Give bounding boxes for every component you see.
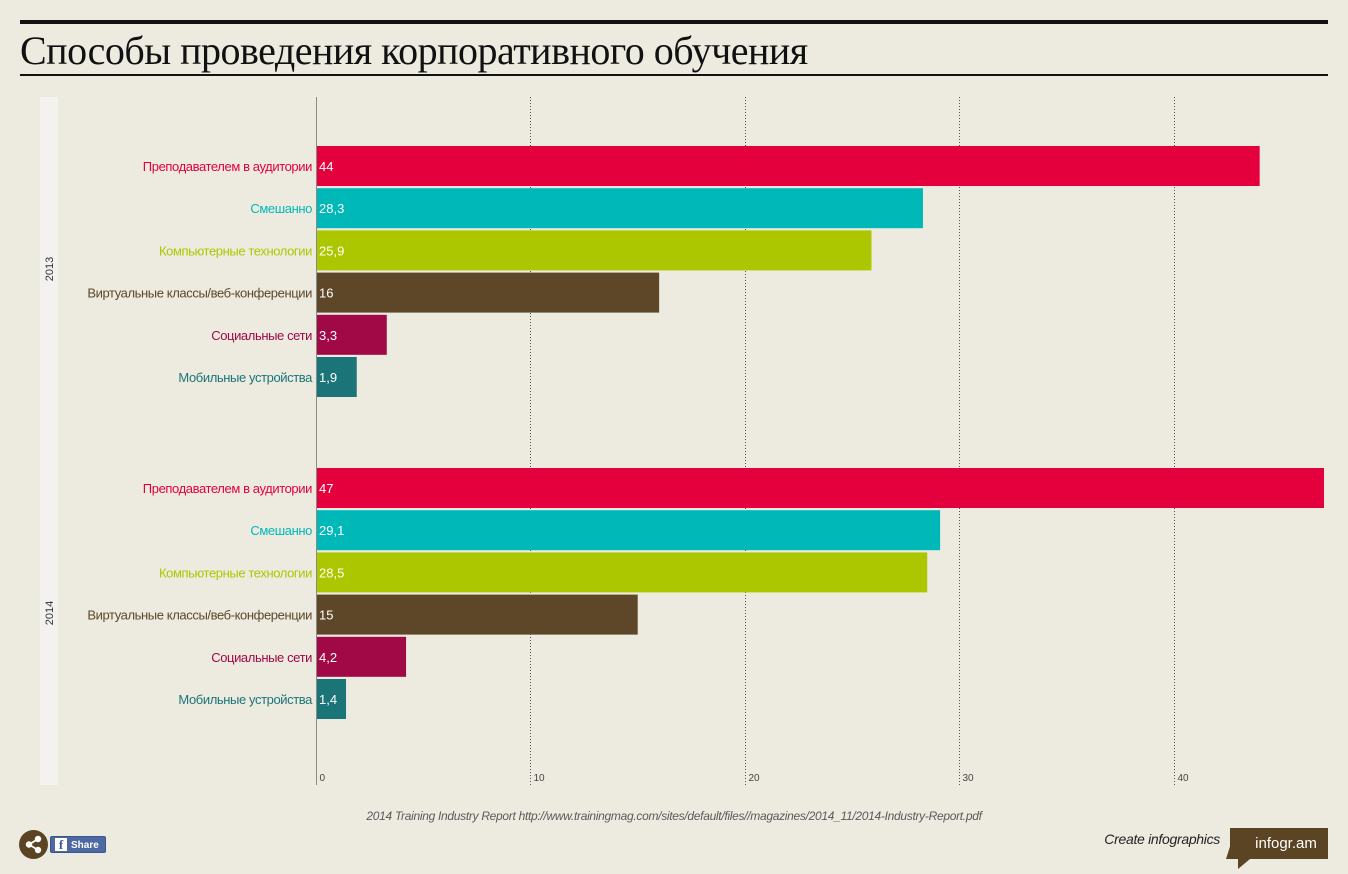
x-tick-label: 10 — [534, 773, 546, 784]
top-rule — [20, 20, 1328, 24]
share-button[interactable] — [19, 830, 48, 859]
bar — [316, 272, 660, 313]
group-label: 2014 — [44, 601, 56, 625]
bar — [316, 636, 407, 677]
x-tick-label: 20 — [749, 773, 761, 784]
data-label: 47 — [319, 481, 333, 496]
group-band — [40, 97, 58, 441]
category-label: Мобильные устройства — [178, 692, 313, 707]
data-label: 4,2 — [319, 650, 337, 665]
bar — [316, 188, 923, 229]
category-label: Социальные сети — [211, 328, 312, 343]
infogram-brand-link[interactable]: infogr.am — [1230, 828, 1328, 859]
bar — [316, 230, 872, 271]
bar — [316, 594, 638, 635]
page-title: Способы проведения корпоративного обучен… — [20, 28, 808, 73]
category-label: Компьютерные технологии — [159, 243, 312, 258]
category-label: Смешанно — [250, 201, 312, 216]
facebook-icon: f — [55, 837, 67, 851]
group-label: 2013 — [44, 257, 56, 281]
x-tick-label: 0 — [320, 773, 326, 784]
category-label: Преподавателем в аудитории — [143, 159, 312, 174]
bar — [316, 357, 357, 397]
category-label: Преподавателем в аудитории — [143, 481, 312, 496]
x-tick-label: 40 — [1178, 773, 1190, 784]
category-label: Мобильные устройства — [178, 370, 313, 385]
data-label: 28,3 — [319, 201, 344, 216]
data-label: 44 — [319, 159, 333, 174]
group-band — [40, 441, 58, 785]
bar — [316, 146, 1260, 186]
category-label: Компьютерные технологии — [159, 565, 312, 580]
category-label: Виртуальные классы/веб-конференции — [87, 286, 312, 301]
data-label: 25,9 — [319, 243, 344, 258]
brand-badge-tail — [1238, 859, 1250, 869]
bar — [316, 468, 1324, 508]
data-label: 28,5 — [319, 565, 344, 580]
data-label: 16 — [319, 286, 333, 301]
bar — [316, 552, 928, 593]
data-label: 1,9 — [319, 370, 337, 385]
source-note: 2014 Training Industry Report http://www… — [366, 809, 982, 823]
category-label: Социальные сети — [211, 650, 312, 665]
data-label: 29,1 — [319, 523, 344, 538]
data-label: 3,3 — [319, 328, 337, 343]
bar — [316, 314, 387, 355]
bar-chart: 2013 2014 0 10 20 30 40 Преподавателем в аудито… — [40, 97, 1324, 785]
facebook-share-button[interactable]: f Share — [50, 836, 106, 853]
bar — [316, 510, 941, 551]
category-label: Смешанно — [250, 523, 312, 538]
data-label: 15 — [319, 608, 333, 623]
bar — [316, 679, 347, 719]
share-icon — [25, 835, 42, 854]
x-tick-label: 30 — [963, 773, 975, 784]
data-label: 1,4 — [319, 692, 337, 707]
title-rule — [20, 74, 1328, 76]
facebook-share-label: Share — [71, 840, 99, 851]
category-label: Виртуальные классы/веб-конференции — [87, 608, 312, 623]
create-infographics-text: Create infographics — [1104, 831, 1220, 847]
